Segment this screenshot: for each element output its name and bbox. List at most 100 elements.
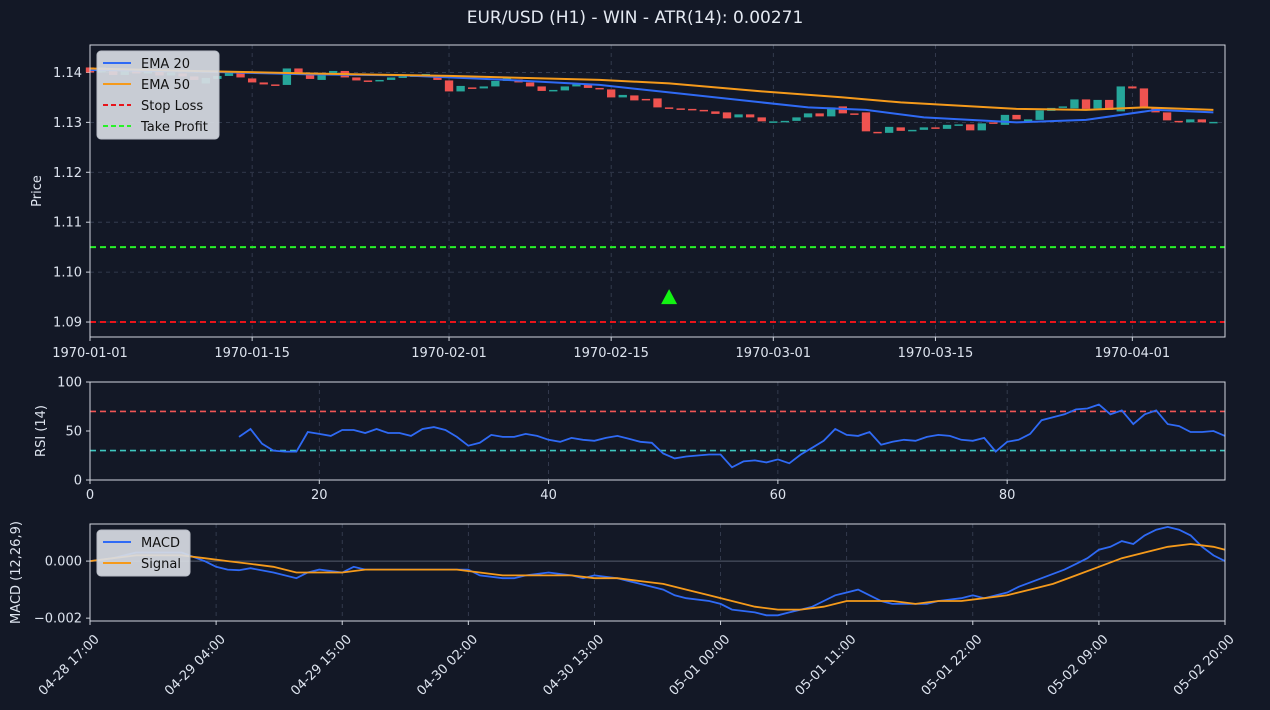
candle-up [942,124,952,129]
chart-title: EUR/USD (H1) - WIN - ATR(14): 0.00271 [466,8,804,28]
macd-x-tick-label: 04-28 17:00 [36,632,103,699]
legend-signal-label: Signal [141,557,181,572]
candle-down [525,82,535,87]
legend-ema20-label: EMA 20 [141,57,190,72]
candle-up [386,77,396,80]
date-tick-label: 1970-04-01 [1095,346,1171,361]
rsi-line [238,403,1226,469]
candle-down [815,113,824,117]
ema20-line [89,69,1214,124]
rsi-axes-frame [89,381,1226,481]
candle-down [896,127,905,131]
macd-y-tick-label: 0.000 [45,555,82,570]
candle-up [954,124,963,126]
candle-up [375,79,384,82]
candle-up [884,126,894,133]
candle-down [757,117,766,122]
candle-down [363,80,373,82]
candle-down [1162,112,1172,121]
candle-up [1209,121,1218,124]
candle-down [931,127,940,129]
candle-down [722,112,732,119]
price-tick-label: 1.14 [53,66,82,81]
candle-up [908,129,917,132]
candle-down [1139,88,1149,109]
macd-y-tick-label: −0.002 [34,612,82,627]
candle-up [1035,110,1044,120]
price-axes-frame [89,44,1226,338]
candle-up [977,123,986,131]
macd-x-tick-label: 04-29 15:00 [288,632,355,699]
candle-up [572,83,581,87]
candle-down [966,124,975,131]
candle-down [1197,119,1207,123]
price-tick-label: 1.10 [53,266,82,281]
candle-up [734,114,743,118]
candle-up [491,80,500,87]
rsi-axis-label: RSI (14) [34,405,49,457]
candle-up [792,117,801,121]
signal-line [89,543,1226,611]
buy-signal-marker [661,289,678,305]
price-tick-label: 1.13 [53,116,82,131]
macd-axes-frame [89,523,1226,622]
candle-up [803,113,813,118]
candle-down [653,98,662,108]
candle-up [769,121,778,123]
rsi-x-tick-label: 60 [770,488,787,503]
candle-down [676,108,685,110]
legend-ema50-label: EMA 50 [141,78,190,93]
candle-down [433,75,442,80]
candle-down [664,107,674,109]
candle-up [827,107,836,117]
candle-down [236,71,245,78]
macd-x-tick-label: 04-30 02:00 [414,632,481,699]
rsi-x-tick-label: 0 [86,488,94,503]
candle-up [1116,86,1125,112]
candle-down [352,77,361,81]
candle-up [317,73,326,80]
macd-line [89,525,1226,617]
candle-down [699,109,708,112]
date-tick-label: 1970-02-01 [411,346,487,361]
rsi-x-tick-label: 40 [540,488,557,503]
price-tick-label: 1.11 [53,216,82,231]
candle-down [688,108,697,111]
candle-down [989,122,998,124]
candle-up [780,120,790,123]
candle-up [1070,99,1079,109]
candle-up [1023,119,1033,122]
candle-up [456,85,465,92]
macd-axis-label: MACD (12,26,9) [9,521,24,624]
price-legend [96,50,220,140]
candle-down [1174,120,1183,123]
candle-up [1186,119,1195,123]
candle-down [259,82,268,85]
candle-up [479,86,488,89]
macd-x-tick-label: 04-29 04:00 [162,632,229,699]
candle-down [711,111,720,114]
price-tick-label: 1.09 [53,316,82,331]
candle-down [861,112,871,132]
macd-x-tick-label: 05-01 22:00 [919,632,986,699]
legend-take-profit-label: Take Profit [140,120,208,135]
candle-up [1093,99,1102,109]
rsi-y-tick-label: 0 [74,474,82,489]
macd-x-tick-label: 05-01 11:00 [793,632,860,699]
candle-up [549,89,558,92]
date-tick-label: 1970-03-15 [898,346,974,361]
macd-x-tick-label: 05-02 20:00 [1171,632,1238,699]
legend-stop-loss-label: Stop Loss [141,99,203,114]
candle-down [630,95,639,101]
ema50-line [89,67,1214,111]
candle-up [618,94,627,98]
macd-x-tick-label: 05-02 09:00 [1045,632,1112,699]
candle-down [444,80,454,92]
candle-down [1081,99,1091,109]
candle-down [583,84,593,88]
rsi-x-tick-label: 20 [311,488,328,503]
candle-up [1000,114,1010,125]
legend-macd-label: MACD [141,536,180,551]
candle-down [745,114,755,118]
